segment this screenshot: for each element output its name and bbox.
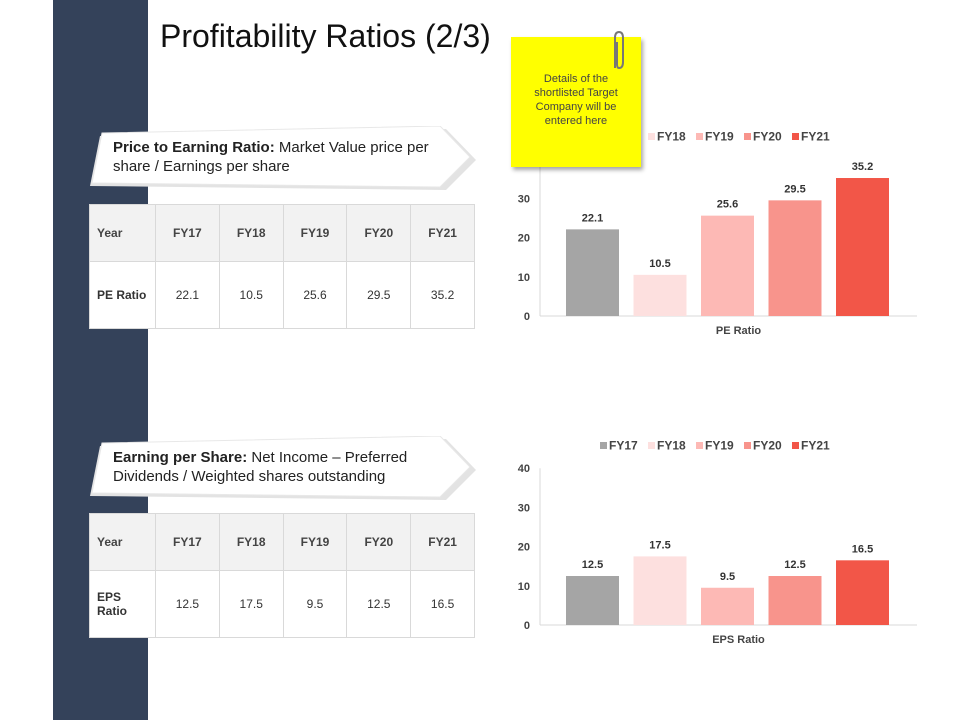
x-category-label: PE Ratio [716,325,762,337]
legend-label: FY17 [609,439,638,453]
table-cell: 9.5 [282,570,348,638]
table-header-cell: FY17 [155,204,220,262]
table-cell: 25.6 [282,261,348,329]
data-label: 9.5 [720,571,735,583]
legend-swatch [648,442,655,449]
pe-formula-label: Price to Earning Ratio: [113,139,275,156]
table-cell: 12.5 [346,570,412,638]
table-row: PE Ratio 22.1 10.5 25.6 29.5 35.2 [89,261,475,329]
table-header-row: Year FY17 FY18 FY19 FY20 FY21 [89,204,475,262]
table-row-label: PE Ratio [89,261,156,329]
legend-swatch [600,442,607,449]
bar-fy18 [633,274,687,316]
legend-swatch [792,442,799,449]
table-header-cell: FY18 [218,204,284,262]
table-cell: 22.1 [155,261,220,329]
legend-label: FY19 [705,439,734,453]
table-header-cell: FY20 [346,513,412,571]
eps-ratio-chart: FY17 FY18 FY19 FY20 FY21 0 10 20 30 40 12.5 17.5 9.5… [500,434,930,659]
y-tick-label: 40 [518,463,530,475]
pe-ratio-table: Year FY17 FY18 FY19 FY20 FY21 PE Ratio 2… [89,204,475,329]
data-label: 12.5 [582,559,603,571]
pe-formula-callout: Price to Earning Ratio: Market Value pri… [88,126,480,190]
data-label: 12.5 [784,559,805,571]
y-tick-label: 20 [518,233,530,245]
table-header-cell: FY21 [410,204,475,262]
legend-label: FY20 [753,130,782,144]
bar-fy17 [566,576,619,625]
data-label: 16.5 [852,543,873,555]
table-header-cell: FY21 [410,513,475,571]
sticky-note: Details of the shortlisted Target Compan… [511,37,641,167]
table-header-cell: FY19 [282,513,348,571]
table-header-cell: FY17 [155,513,220,571]
y-tick-label: 20 [518,542,530,554]
y-tick-label: 30 [518,502,530,514]
legend-swatch [648,133,655,140]
callout-arrow-shape [90,436,476,500]
table-header-cell: FY18 [218,513,284,571]
callout-arrow-shape [90,126,476,190]
legend-label: FY18 [657,130,686,144]
bar-fy20 [768,200,822,316]
table-header-row: Year FY17 FY18 FY19 FY20 FY21 [89,513,475,571]
pe-ratio-chart: FY17FY18FY19FY20FY21010203022.110.525.62… [500,125,930,350]
y-tick-label: 10 [518,581,530,593]
legend-label: FY21 [801,439,830,453]
bar-fy19 [701,587,754,625]
data-label: 35.2 [852,161,873,173]
paperclip-icon [614,30,624,70]
eps-formula-label: Earning per Share: [113,449,248,466]
data-label: 10.5 [649,258,670,270]
legend-label: FY19 [705,130,734,144]
table-cell: 17.5 [218,570,284,638]
y-tick-label: 10 [518,272,530,284]
pe-formula-definition: Market Value price per share / Earnings … [113,139,429,175]
data-label: 25.6 [717,199,738,211]
table-row-label: EPS Ratio [89,570,156,638]
table-header-cell: Year [89,513,156,571]
legend-label: FY20 [753,439,782,453]
legend-swatch [744,133,751,140]
pe-formula-text: Price to Earning Ratio: Market Value pri… [113,138,458,176]
bar-fy18 [633,556,687,625]
table-cell: 35.2 [410,261,475,329]
eps-formula-definition: Net Income – Preferred Dividends / Weigh… [113,449,408,485]
data-label: 29.5 [784,183,805,195]
legend-swatch [696,442,703,449]
table-cell: 10.5 [218,261,284,329]
eps-formula-callout: Earning per Share: Net Income – Preferre… [88,436,480,500]
table-cell: 12.5 [155,570,220,638]
bar-fy19 [701,215,754,316]
data-label: 22.1 [582,212,603,224]
y-tick-label: 0 [524,311,530,323]
y-tick-label: 0 [524,620,530,632]
legend-swatch [792,133,799,140]
table-cell: 29.5 [346,261,412,329]
data-label: 17.5 [649,539,670,551]
sticky-note-text: Details of the shortlisted Target Compan… [534,73,618,127]
eps-formula-text: Earning per Share: Net Income – Preferre… [113,448,458,486]
eps-ratio-chart-svg: FY17 FY18 FY19 FY20 FY21 0 10 20 30 40 12.5 17.5 9.5… [518,439,917,646]
table-header-cell: FY19 [282,204,348,262]
bar-fy21 [836,560,889,625]
table-header-cell: FY20 [346,204,412,262]
pe-ratio-chart-svg: FY17FY18FY19FY20FY21010203022.110.525.62… [518,130,917,337]
table-header-cell: Year [89,204,156,262]
y-tick-label: 30 [518,193,530,205]
legend-swatch [744,442,751,449]
x-category-label: EPS Ratio [712,634,765,646]
eps-ratio-table: Year FY17 FY18 FY19 FY20 FY21 EPS Ratio … [89,513,475,638]
bar-fy20 [768,576,822,625]
bar-fy17 [566,229,619,316]
page-title: Profitability Ratios (2/3) [160,18,491,54]
bar-fy21 [836,178,889,316]
table-cell: 16.5 [410,570,475,638]
legend-label: FY21 [801,130,830,144]
legend-swatch [696,133,703,140]
legend-label: FY18 [657,439,686,453]
table-row: EPS Ratio 12.5 17.5 9.5 12.5 16.5 [89,570,475,638]
